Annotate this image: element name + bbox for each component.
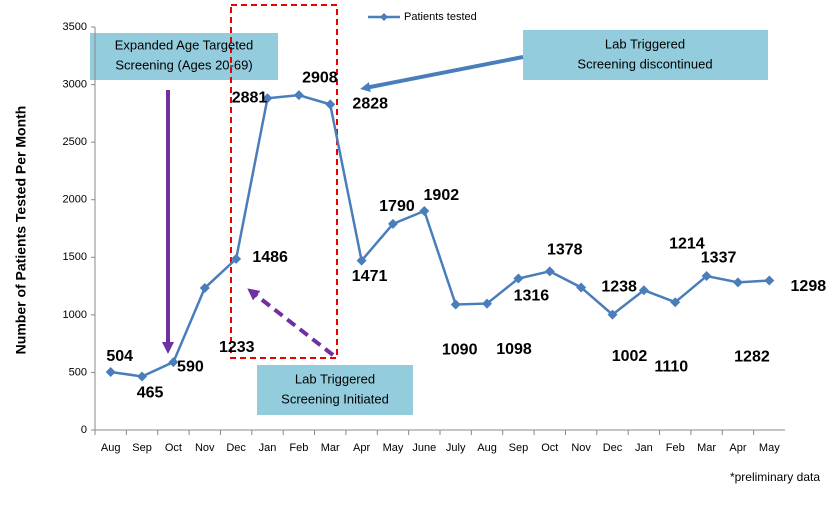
data-label: 1378 <box>547 242 583 259</box>
point <box>670 297 681 308</box>
point <box>607 309 618 320</box>
point <box>137 371 148 382</box>
point <box>764 275 775 286</box>
x-tick-label: Jan <box>635 442 653 454</box>
x-tick-label: Nov <box>571 442 591 454</box>
footnote: *preliminary data <box>730 470 820 484</box>
y-tick-label: 500 <box>69 366 87 378</box>
point <box>576 282 587 293</box>
annotation: Screening (Ages 20-69) <box>115 57 252 72</box>
point <box>262 93 273 104</box>
data-label: 1002 <box>612 348 648 365</box>
x-tick-label: Mar <box>697 442 716 454</box>
y-tick-label: 0 <box>81 424 87 436</box>
x-tick-label: Aug <box>477 442 497 454</box>
x-tick-label: Dec <box>226 442 246 454</box>
y-tick-label: 3000 <box>63 78 87 90</box>
point <box>482 298 493 309</box>
highlight-rect <box>230 4 338 359</box>
x-tick-label: Oct <box>165 442 182 454</box>
point <box>356 255 367 266</box>
x-tick-label: Oct <box>541 442 558 454</box>
x-tick-label: Aug <box>101 442 121 454</box>
data-label: 2908 <box>302 69 338 86</box>
data-label: 1316 <box>514 288 550 305</box>
x-tick-label: Sep <box>132 442 152 454</box>
annotation-box <box>523 30 768 80</box>
data-label: 590 <box>177 358 204 375</box>
x-tick-label: Apr <box>729 442 746 454</box>
point <box>450 299 461 310</box>
y-tick-label: 2500 <box>63 136 87 148</box>
y-tick-label: 1500 <box>63 251 87 263</box>
x-tick-label: Feb <box>289 442 308 454</box>
data-label: 1238 <box>601 279 637 296</box>
y-tick-label: 3500 <box>63 21 87 33</box>
x-tick-label: May <box>383 442 404 454</box>
data-label: 1090 <box>442 342 478 359</box>
point <box>168 357 179 368</box>
point <box>293 90 304 101</box>
point <box>231 253 242 264</box>
annotation-box <box>90 33 278 80</box>
point <box>105 366 116 377</box>
data-label: 1902 <box>424 187 460 204</box>
point <box>387 218 398 229</box>
annotation: Screening discontinued <box>577 56 712 71</box>
y-tick-label: 1000 <box>63 309 87 321</box>
x-tick-label: Mar <box>321 442 340 454</box>
data-label: 1282 <box>734 349 770 366</box>
y-tick-label: 2000 <box>63 194 87 206</box>
data-label: 1471 <box>352 268 388 285</box>
point <box>732 277 743 288</box>
data-label: 1110 <box>654 358 688 375</box>
data-label: 2881 <box>232 89 268 106</box>
x-tick-label: Sep <box>509 442 529 454</box>
point <box>513 273 524 284</box>
x-tick-label: Apr <box>353 442 370 454</box>
legend-label: Patients tested <box>404 11 477 23</box>
arrow <box>360 55 524 92</box>
data-label: 1486 <box>252 249 288 266</box>
x-tick-label: May <box>759 442 780 454</box>
data-label: 1098 <box>496 341 532 358</box>
arrow <box>247 288 335 357</box>
data-label: 2828 <box>352 96 388 113</box>
data-label: 1337 <box>701 249 737 266</box>
x-tick-label: Feb <box>666 442 685 454</box>
x-tick-label: Nov <box>195 442 215 454</box>
data-label: 1790 <box>379 198 415 215</box>
y-axis-label: Number of Patients Tested Per Month <box>13 106 29 355</box>
point <box>199 283 210 294</box>
data-label: 1233 <box>219 339 255 356</box>
series-line <box>110 93 770 378</box>
legend-marker <box>380 13 388 21</box>
data-label: 1298 <box>791 278 827 295</box>
data-label: 504 <box>106 348 133 365</box>
point <box>701 271 712 282</box>
x-tick-label: Dec <box>603 442 623 454</box>
point <box>419 205 430 216</box>
x-tick-label: July <box>446 442 466 454</box>
point <box>544 266 555 277</box>
data-label: 1214 <box>669 235 705 252</box>
x-tick-label: Jan <box>259 442 277 454</box>
annotation: Lab Triggered <box>295 371 375 386</box>
x-tick-label: June <box>412 442 436 454</box>
point <box>325 99 336 110</box>
annotation: Lab Triggered <box>605 36 685 51</box>
data-label: 465 <box>137 385 164 402</box>
annotation: Expanded Age Targeted <box>115 37 254 52</box>
point <box>638 285 649 296</box>
annotation: Screening Initiated <box>281 391 389 406</box>
annotation-box <box>257 365 413 415</box>
